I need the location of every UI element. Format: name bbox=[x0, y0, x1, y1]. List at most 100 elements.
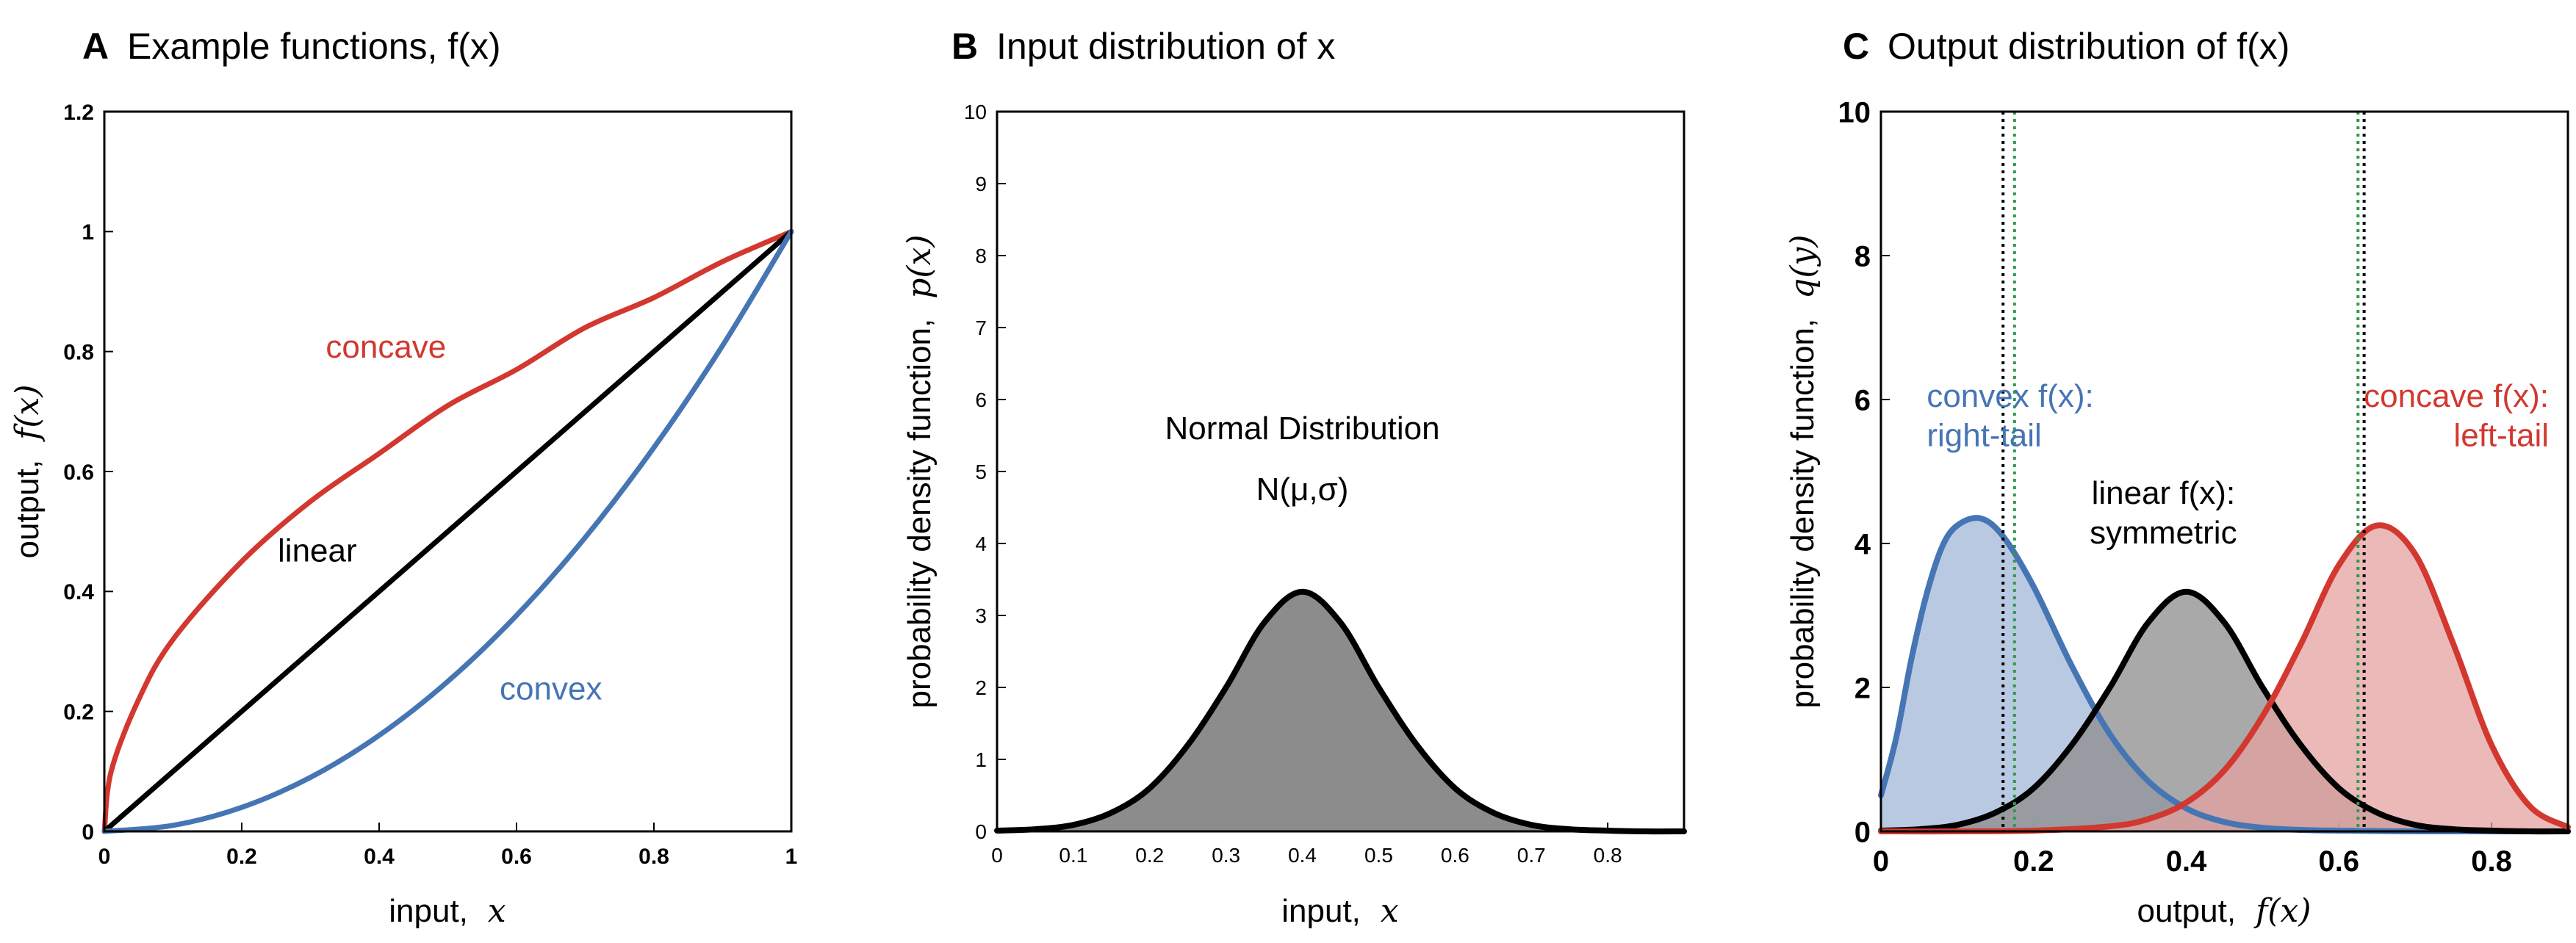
panel-a-ylabel-math: f(x) bbox=[9, 385, 46, 442]
panel-c-ticks: 0 0.2 0.4 0.6 0.8 0 2 4 6 8 10 bbox=[1838, 96, 2512, 878]
panel-b-ylabel-math: p(x) bbox=[901, 234, 938, 298]
panel-b-ytick-label: 2 bbox=[975, 676, 987, 699]
panel-b-xlabel-math: x bbox=[1381, 892, 1399, 930]
panel-a-ytick-label: 1 bbox=[82, 220, 94, 245]
panel-c-xtick-label: 0.2 bbox=[2013, 845, 2054, 878]
panel-a-annotations: concave linear convex bbox=[278, 329, 602, 707]
panel-b-xtick-label: 0.3 bbox=[1212, 844, 1240, 867]
panel-a-xlabel-text: input, bbox=[389, 893, 468, 929]
panel-b-ytick-label: 7 bbox=[975, 317, 987, 339]
panel-c-letter: C bbox=[1843, 26, 1869, 67]
panel-b-xtick-label: 0.7 bbox=[1517, 844, 1546, 867]
panel-a-xtick-label: 0.8 bbox=[638, 845, 669, 869]
panel-a-annotation-convex: convex bbox=[500, 671, 602, 707]
panel-c-series bbox=[1878, 515, 2571, 835]
panel-c-xtick-label: 0.4 bbox=[2166, 845, 2207, 878]
panel-a-xtick-label: 0 bbox=[98, 845, 111, 869]
panel-b-xtick-label: 0.1 bbox=[1059, 844, 1087, 867]
panel-a-xtick-label: 0.4 bbox=[364, 845, 395, 869]
panel-c-xtick-label: 0 bbox=[1873, 845, 1889, 878]
panel-b-ticks: 0 0.1 0.2 0.3 0.4 0.5 0.6 0.7 0.8 0 1 2 3 4 5 6 7 8 9 10 bbox=[964, 101, 1622, 867]
panel-a-axes-frame bbox=[103, 110, 793, 833]
panel-a-ylabel: output, f(x) bbox=[9, 385, 46, 559]
panel-c-ytick-label: 2 bbox=[1854, 672, 1871, 704]
panel-b-ytick-label: 6 bbox=[975, 389, 987, 411]
panel-a-line-convex bbox=[101, 228, 794, 834]
panel-c-title: Output distribution of f(x) bbox=[1888, 26, 2289, 67]
panel-b-annotation-normal-distribution: Normal Distribution bbox=[1165, 411, 1440, 447]
panel-b-xlabel: input, x bbox=[1281, 892, 1399, 930]
panel-c-xlabel-math: f(x) bbox=[2253, 892, 2311, 930]
panel-a-ytick-label: 0.2 bbox=[63, 700, 94, 724]
panel-b-line-normal-distribution bbox=[994, 588, 1687, 835]
panel-b-ylabel-text: probability density function, bbox=[902, 319, 938, 709]
panel-a: A Example functions, f(x) 0 0.2 0.4 0.6 0.8 1… bbox=[9, 26, 797, 930]
panel-c-annotation-symmetric: symmetric bbox=[2090, 515, 2237, 551]
panel-b-annotation-n: N(μ,σ) bbox=[1256, 472, 1349, 507]
panel-c-axes-frame bbox=[1879, 110, 2569, 833]
panel-b-xtick-label: 0.6 bbox=[1441, 844, 1469, 867]
panel-a-xlabel-math: x bbox=[488, 892, 506, 930]
panel-c-mean-lines bbox=[2001, 112, 2366, 831]
panel-a-ticks: 0 0.2 0.4 0.6 0.8 1 0 0.2 0.4 0.6 0.8 1 1.2 bbox=[63, 101, 797, 869]
panel-b-ytick-label: 5 bbox=[975, 460, 987, 483]
panel-b-fill-normal-distribution bbox=[997, 591, 1684, 832]
panel-c-annotation-concave-f-x: concave f(x): bbox=[2364, 378, 2549, 414]
panel-b-annotations: Normal Distribution N(μ,σ) bbox=[1165, 411, 1440, 507]
panel-c-annotation-right-tail: right-tail bbox=[1926, 417, 2042, 453]
panel-a-series bbox=[101, 228, 794, 834]
panel-b-ytick-label: 4 bbox=[975, 532, 987, 555]
panel-c-annotation-linear-f-x: linear f(x): bbox=[2092, 475, 2236, 511]
panel-a-ytick-label: 0.6 bbox=[63, 460, 94, 485]
panel-c-ylabel-text: probability density function, bbox=[1785, 319, 1821, 709]
panel-a-letter: A bbox=[82, 26, 109, 67]
panel-a-title: Example functions, f(x) bbox=[127, 26, 501, 67]
panel-c: C Output distribution of f(x) 0 0.2 0.4 0.6… bbox=[1784, 26, 2571, 930]
panel-b-ytick-label: 1 bbox=[975, 748, 987, 771]
panel-b-xtick-label: 0.8 bbox=[1594, 844, 1622, 867]
panel-c-fill-convex-f-x bbox=[1881, 518, 2568, 832]
panel-b-ylabel: probability density function, p(x) bbox=[901, 234, 938, 708]
panel-a-annotation-concave: concave bbox=[325, 329, 446, 365]
panel-c-ylabel-math: q(y) bbox=[1784, 234, 1821, 298]
panel-a-ylabel-text: output, bbox=[10, 460, 46, 559]
panel-c-fill-concave-f-x bbox=[1881, 525, 2568, 832]
panel-b-xtick-label: 0 bbox=[991, 844, 1003, 867]
panel-c-xlabel-text: output, bbox=[2137, 893, 2237, 929]
panel-c-ytick-label: 8 bbox=[1854, 240, 1871, 272]
panel-a-ytick-label: 0.4 bbox=[63, 580, 94, 604]
panel-b-title: Input distribution of x bbox=[996, 26, 1335, 67]
panel-b-ytick-label: 8 bbox=[975, 245, 987, 267]
panel-c-xtick-label: 0.6 bbox=[2319, 845, 2360, 878]
panel-a-annotation-linear: linear bbox=[278, 533, 357, 569]
panel-a-xlabel: input, x bbox=[389, 892, 506, 930]
panel-a-ytick-label: 0 bbox=[82, 820, 94, 845]
panel-a-ytick-label: 1.2 bbox=[63, 101, 94, 125]
panel-b: B Input distribution of x 0 0.1 0.2 0.3 0.4 0… bbox=[901, 26, 1687, 930]
panel-c-ytick-label: 6 bbox=[1854, 384, 1871, 416]
panel-b-xtick-label: 0.2 bbox=[1135, 844, 1164, 867]
panel-b-ytick-label: 10 bbox=[964, 101, 987, 123]
panel-b-xtick-label: 0.5 bbox=[1364, 844, 1393, 867]
panel-a-ytick-label: 0.8 bbox=[63, 340, 94, 364]
panel-a-xtick-label: 0.2 bbox=[226, 845, 257, 869]
panel-b-ytick-label: 9 bbox=[975, 173, 987, 195]
panel-c-annotation-convex-f-x: convex f(x): bbox=[1926, 378, 2093, 414]
panel-c-xtick-label: 0.8 bbox=[2471, 845, 2512, 878]
panel-b-axes-frame bbox=[996, 110, 1685, 833]
panel-c-annotation-left-tail: left-tail bbox=[2453, 417, 2549, 453]
panel-c-ylabel: probability density function, q(y) bbox=[1784, 234, 1821, 708]
panel-c-ytick-label: 4 bbox=[1854, 528, 1871, 560]
panel-b-xtick-label: 0.4 bbox=[1288, 844, 1317, 867]
panel-c-annotations: convex f(x):right-tail concave f(x):left-… bbox=[1926, 378, 2549, 551]
panel-c-ytick-label: 10 bbox=[1838, 96, 1871, 129]
panel-b-letter: B bbox=[951, 26, 978, 67]
panel-b-series bbox=[994, 588, 1687, 835]
panel-b-xlabel-text: input, bbox=[1281, 893, 1361, 929]
panel-c-line-concave-f-x bbox=[1878, 522, 2571, 835]
panel-c-ytick-label: 0 bbox=[1854, 816, 1871, 848]
panel-a-line-linear bbox=[101, 228, 794, 834]
panel-a-xtick-label: 1 bbox=[785, 845, 798, 869]
panel-b-ytick-label: 3 bbox=[975, 604, 987, 627]
